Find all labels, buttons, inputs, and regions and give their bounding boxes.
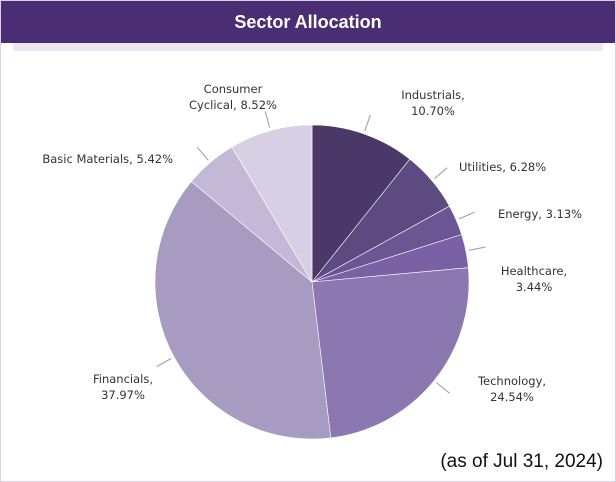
data-label: Consumer Cyclical, 8.52% [189, 82, 277, 112]
data-label: Energy, 3.13% [498, 207, 583, 221]
leader-line [156, 357, 172, 367]
data-label: Financials, 37.97% [92, 372, 153, 402]
pie-slice [311, 267, 470, 439]
leader-line [364, 114, 371, 132]
data-label: Technology, 24.54% [477, 374, 547, 404]
pie-slice [231, 124, 313, 284]
note: (as of Jul 31, 2024) [440, 451, 603, 472]
pie-slice [154, 181, 332, 440]
data-label: Utilities, 6.28% [459, 160, 547, 174]
pie-slice [311, 124, 411, 283]
chart-title: Sector Allocation [1, 1, 615, 43]
leader-line [433, 167, 448, 180]
leader-line [264, 111, 271, 128]
leader-line [458, 211, 475, 220]
header-strip [13, 43, 603, 51]
leader-line [196, 146, 209, 161]
leader-line [468, 246, 486, 251]
data-label: Industrials, 10.70% [401, 88, 465, 118]
data-label: Basic Materials, 5.42% [42, 152, 173, 166]
data-label: Healthcare, 3.44% [500, 264, 568, 294]
leader-line [436, 382, 450, 394]
